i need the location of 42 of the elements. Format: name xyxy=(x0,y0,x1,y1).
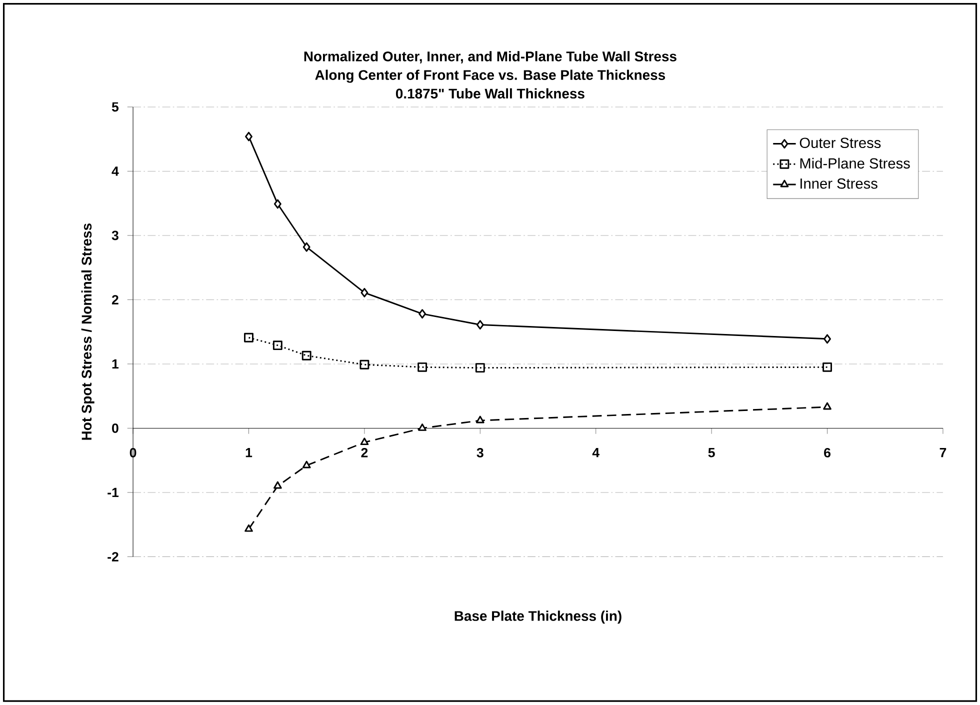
point xyxy=(244,524,253,532)
chart-title: Normalized Outer, Inner, and Mid-Plane Tube Wall Stress Along Center of Front Face vs. Base Plate Thickness 0.1875" Tube Wall Thickness xyxy=(304,51,676,99)
x-tick-label: 3 xyxy=(476,448,484,458)
point xyxy=(822,362,832,372)
point xyxy=(418,362,428,372)
point xyxy=(272,340,282,350)
legend-label: Outer Stress xyxy=(800,138,881,148)
point xyxy=(476,416,484,424)
y-tick-label: 5 xyxy=(112,102,119,112)
legend-label: Inner Stress xyxy=(800,178,878,189)
point xyxy=(302,460,311,468)
x-tick-label: 7 xyxy=(940,448,946,458)
point xyxy=(360,438,369,446)
x-tick-label: 6 xyxy=(824,448,830,458)
point xyxy=(824,334,831,344)
x-tick-label: 1 xyxy=(246,448,252,458)
y-tick-label: -2 xyxy=(108,552,118,562)
point xyxy=(273,481,282,489)
y-tick-label: 3 xyxy=(112,230,118,240)
point xyxy=(244,332,254,342)
x-tick-label: 5 xyxy=(708,448,715,458)
x-axis-title: Base Plate Thickness (in) xyxy=(454,610,622,624)
y-tick-label: 1 xyxy=(112,359,119,369)
point xyxy=(476,320,484,330)
point xyxy=(302,242,310,252)
point xyxy=(823,402,832,410)
y-tick-label: 0 xyxy=(112,424,118,433)
x-tick-label: 2 xyxy=(361,448,368,458)
point xyxy=(418,309,426,319)
point xyxy=(360,288,368,298)
point xyxy=(245,132,252,142)
y-axis-title: Hot Spot Stress / Nominal Stress xyxy=(81,224,94,440)
y-tick-label: 4 xyxy=(112,166,119,176)
legend-label: Mid-Plane Stress xyxy=(800,158,910,169)
point xyxy=(360,360,370,370)
x-tick-label: 4 xyxy=(592,448,600,458)
point xyxy=(475,363,485,373)
y-tick-label: -1 xyxy=(108,488,119,498)
point xyxy=(418,424,426,431)
y-tick-label: 2 xyxy=(112,295,118,304)
point xyxy=(302,350,312,360)
point xyxy=(274,199,282,209)
